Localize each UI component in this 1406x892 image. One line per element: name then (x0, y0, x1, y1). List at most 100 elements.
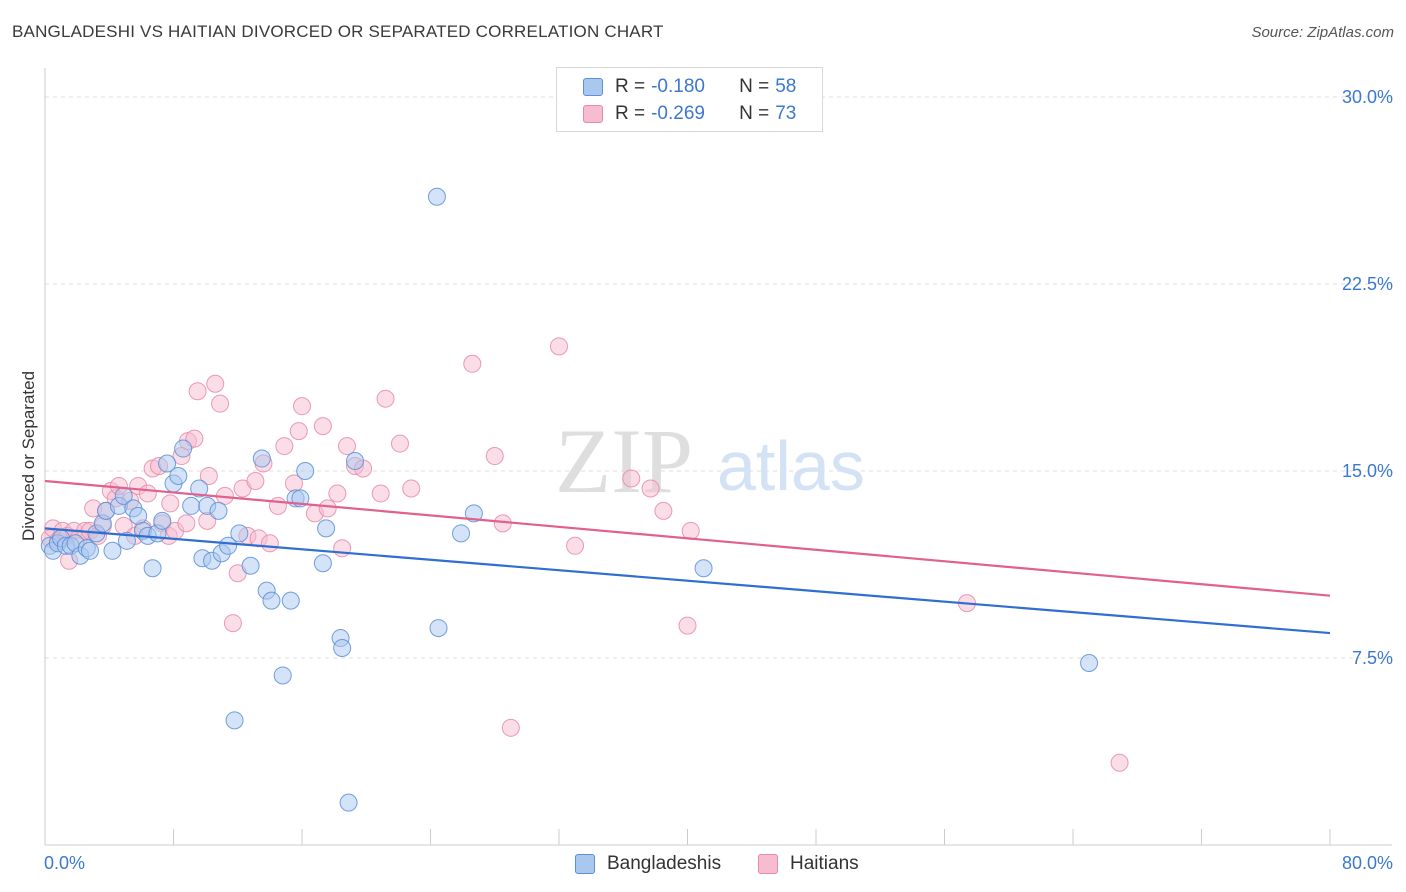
y-tick-label-3: 30.0% (1342, 87, 1393, 107)
haitian-point-33 (188, 382, 207, 401)
haitian-point-37 (211, 394, 230, 413)
bangladeshi-point-29 (190, 479, 209, 498)
haitian-point-68 (550, 337, 568, 356)
bangladeshi-point-46 (296, 462, 315, 480)
haitian-point-53 (313, 417, 332, 436)
watermark-atlas: atlas (717, 427, 865, 505)
legend-swatch-haitians (583, 105, 603, 123)
haitian-point-43 (246, 471, 265, 490)
haitian-point-50 (289, 422, 308, 441)
haitian-point-61 (376, 389, 395, 408)
bangladeshi-point-26 (169, 466, 188, 485)
bangladeshi-point-23 (153, 511, 172, 530)
haitian-point-36 (206, 374, 225, 393)
bangladeshi-point-33 (209, 501, 228, 520)
haitian-point-69 (566, 536, 585, 555)
haitian-point-55 (328, 484, 347, 503)
haitian-trend-line (44, 479, 1331, 597)
bangladeshi-point-41 (262, 591, 281, 610)
x-tick-label-min: 0.0% (44, 853, 85, 873)
watermark-zip: ZIP (555, 410, 693, 512)
bottom-legend-label-haitians: Haitians (790, 853, 859, 874)
legend-r-value: -0.180 (651, 76, 705, 97)
bangladeshi-point-47 (313, 554, 332, 573)
bangladeshi-point-16 (117, 531, 136, 550)
haitian-point-62 (390, 434, 409, 453)
haitian-point-60 (371, 484, 390, 503)
haitian-point-35 (199, 466, 218, 485)
bangladeshi-point-13 (103, 541, 122, 560)
haitian-point-71 (641, 479, 660, 498)
legend-r-label: R = (615, 103, 646, 124)
bangladeshi-point-24 (158, 454, 177, 473)
legend-swatch-bangladeshis (583, 78, 603, 96)
haitian-point-76 (1110, 753, 1129, 772)
source-label: Source: ZipAtlas.com (1251, 24, 1394, 41)
correlation-legend: R = -0.180 N = 58 R = -0.269 N = 73 (556, 67, 823, 132)
bangladeshi-point-37 (230, 524, 249, 543)
haitian-point-64 (463, 354, 482, 373)
bangladeshi-point-36 (225, 711, 244, 730)
trend-lines (44, 479, 1331, 635)
haitian-point-32 (185, 429, 204, 448)
bangladeshi-point-55 (452, 524, 471, 543)
y-tick-label-2: 22.5% (1342, 274, 1393, 294)
bangladeshi-point-52 (346, 452, 365, 471)
bangladeshi-point-43 (281, 591, 300, 610)
bangladeshi-point-42 (273, 666, 292, 685)
tick-labels: 7.5% 15.0% 22.5% 30.0% 0.0% 80.0% (44, 87, 1393, 873)
legend-n-value: 58 (775, 76, 797, 97)
legend-n-label: N = (739, 76, 770, 97)
legend-row-bangladeshis: R = -0.180 N = 58 (583, 75, 796, 99)
haitian-point-47 (268, 496, 287, 515)
bangladeshi-trend-line (44, 527, 1331, 635)
haitian-point-48 (275, 437, 294, 456)
data-points (40, 187, 1129, 812)
haitian-point-39 (223, 614, 242, 633)
bangladeshi-point-48 (317, 519, 336, 538)
bangladeshi-point-58 (1080, 653, 1099, 672)
bangladeshi-point-53 (427, 187, 446, 206)
haitian-point-46 (260, 534, 279, 553)
haitian-point-56 (333, 539, 352, 558)
legend-r-value: -0.269 (651, 103, 705, 124)
haitian-point-74 (678, 616, 697, 635)
bangladeshi-point-18 (129, 506, 148, 525)
bangladeshi-point-28 (182, 496, 201, 515)
bangladeshi-point-9 (80, 541, 99, 560)
bottom-legend-swatch-bangladeshis (575, 854, 595, 874)
bangladeshi-point-27 (174, 439, 193, 458)
haitian-point-30 (177, 514, 196, 533)
haitian-point-72 (654, 501, 673, 520)
bangladeshi-point-54 (429, 619, 448, 638)
bangladeshi-point-21 (143, 559, 162, 578)
legend-n-value: 73 (775, 103, 797, 124)
bangladeshi-point-56 (464, 504, 483, 523)
bangladeshi-point-39 (252, 449, 271, 468)
bottom-legend-bangladeshis: Bangladeshis (575, 852, 721, 876)
haitian-point-54 (318, 499, 337, 518)
y-tick-label-1: 15.0% (1342, 461, 1393, 481)
bangladeshi-point-50 (333, 639, 352, 658)
haitian-point-57 (337, 437, 356, 456)
bangladeshi-point-57 (694, 559, 713, 578)
bottom-legend-haitians: Haitians (758, 852, 859, 876)
legend-row-haitians: R = -0.269 N = 73 (583, 102, 796, 126)
bangladeshi-point-51 (339, 793, 358, 812)
legend-n-label: N = (739, 103, 770, 124)
bangladeshi-point-38 (241, 556, 260, 575)
bottom-legend-swatch-haitians (758, 854, 778, 874)
haitian-point-73 (681, 521, 700, 540)
haitian-point-22 (138, 484, 157, 503)
chart-title: BANGLADESHI VS HAITIAN DIVORCED OR SEPAR… (12, 22, 664, 41)
haitian-point-65 (485, 447, 504, 466)
watermark: ZIP atlas (555, 410, 865, 512)
axes (44, 68, 1392, 846)
y-axis-label: Divorced or Separated (19, 371, 38, 541)
legend-r-label: R = (615, 76, 646, 97)
y-tick-label-0: 7.5% (1352, 648, 1393, 668)
haitian-point-27 (161, 494, 180, 513)
bottom-legend-label-bangladeshis: Bangladeshis (607, 853, 722, 874)
haitian-point-67 (501, 718, 520, 737)
